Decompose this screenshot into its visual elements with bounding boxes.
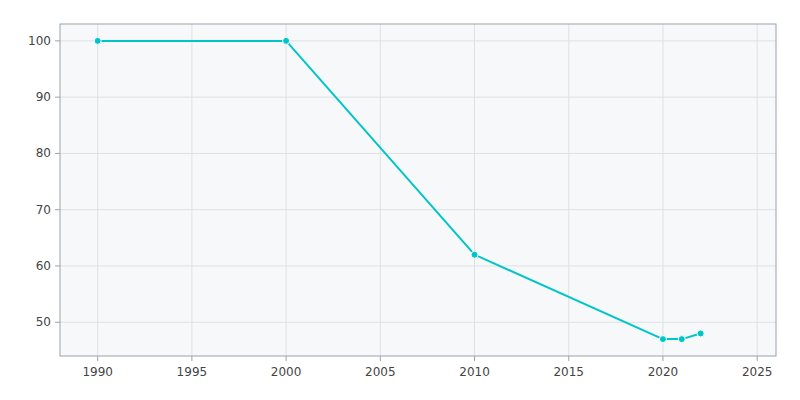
grid-line-y [60, 265, 776, 266]
tick-label-y: 50 [36, 315, 51, 329]
grid-line-x [662, 24, 663, 356]
tick-y [55, 265, 60, 266]
tick-y [55, 97, 60, 98]
grid-line-y [60, 97, 776, 98]
chart-svg: 1990 1995 2000 2005 2010 2015 2020 2025 50 60 70 80… [0, 0, 800, 400]
tick-y [55, 209, 60, 210]
tick-label-x: 2015 [553, 365, 584, 379]
grid-line-x [380, 24, 381, 356]
data-point [678, 336, 685, 343]
tick-label-y: 60 [36, 259, 51, 273]
grid-line-y [60, 322, 776, 323]
tick-y [55, 153, 60, 154]
page: {"chart_data": {"type": "line", "x": [19… [0, 0, 800, 400]
data-line [98, 41, 701, 339]
tick-label-x: 2025 [742, 365, 773, 379]
tick-y [55, 40, 60, 41]
grid-line-x [474, 24, 475, 356]
tick-label-x: 1990 [82, 365, 113, 379]
grid [60, 24, 776, 356]
tick-x [286, 356, 287, 361]
tick-x [757, 356, 758, 361]
tick-label-x: 2010 [459, 365, 490, 379]
tick-label-x: 2005 [365, 365, 396, 379]
chart-container: 1990 1995 2000 2005 2010 2015 2020 2025 50 60 70 80… [0, 0, 800, 400]
grid-line-x [97, 24, 98, 356]
tick-label-x: 1995 [177, 365, 208, 379]
tick-label-y: 90 [36, 90, 51, 104]
plot-frame [60, 24, 776, 356]
tick-x [568, 356, 569, 361]
tick-x [662, 356, 663, 361]
grid-line-y [60, 209, 776, 210]
tick-label-x: 2020 [648, 365, 679, 379]
tick-label-y: 80 [36, 146, 51, 160]
data-point [659, 336, 666, 343]
data-point [283, 37, 290, 44]
tick-x [191, 356, 192, 361]
tick-x [97, 356, 98, 361]
plot-background [60, 24, 776, 356]
data-point [94, 37, 101, 44]
grid-line-x [757, 24, 758, 356]
grid-line-x [568, 24, 569, 356]
grid-line-y [60, 153, 776, 154]
grid-line-x [191, 24, 192, 356]
axes: 1990 1995 2000 2005 2010 2015 2020 2025 50 60 70 80… [28, 34, 772, 379]
tick-label-x: 2000 [271, 365, 302, 379]
tick-y [55, 322, 60, 323]
data-layer [94, 37, 704, 342]
grid-line-x [286, 24, 287, 356]
tick-label-y: 70 [36, 203, 51, 217]
data-point [471, 251, 478, 258]
tick-label-y: 100 [28, 34, 51, 48]
tick-x [474, 356, 475, 361]
tick-x [380, 356, 381, 361]
data-point [697, 330, 704, 337]
